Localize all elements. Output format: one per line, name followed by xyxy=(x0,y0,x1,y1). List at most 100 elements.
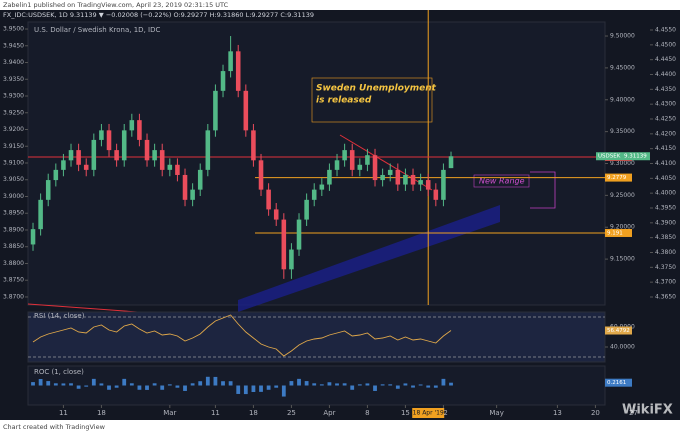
range-label: New Range xyxy=(479,177,525,186)
left-tick-label: 3.8950 xyxy=(3,210,24,217)
chart-title: U.S. Dollar / Swedish Krona, 1D, IDC xyxy=(34,26,160,34)
x-tick-label: Mar xyxy=(163,409,176,417)
candle-body xyxy=(45,180,51,200)
roc-bar xyxy=(342,383,347,386)
candle-body xyxy=(91,139,97,170)
x-tick-label: 8 xyxy=(365,409,369,417)
candle-body xyxy=(304,199,309,220)
roc-bar xyxy=(91,378,96,386)
far-tick-label: 4.4350 xyxy=(655,86,676,93)
candle-body xyxy=(129,120,135,131)
roc-bar xyxy=(190,383,195,386)
rsi-line xyxy=(32,314,452,357)
candle-body xyxy=(296,219,302,250)
y-tick-label: 9.50000 xyxy=(610,33,635,40)
candle-body xyxy=(53,169,59,181)
far-tick-label: 4.3650 xyxy=(655,293,676,300)
candle-body xyxy=(220,71,226,91)
price-tag xyxy=(605,228,632,237)
annotation-box xyxy=(311,77,433,123)
left-tick-label: 3.9300 xyxy=(3,93,24,100)
candle-body xyxy=(114,150,119,161)
roc-bar xyxy=(61,383,66,386)
y-tick-label: 9.30000 xyxy=(610,160,635,167)
price-tag-label: 9.191 xyxy=(607,230,623,236)
candle-body xyxy=(380,174,385,181)
candle-body xyxy=(327,169,332,185)
roc-bar xyxy=(350,385,355,390)
roc-bar xyxy=(137,385,142,390)
left-tick-label: 3.9500 xyxy=(3,26,24,33)
candle-body xyxy=(425,180,431,190)
left-tick-label: 3.9450 xyxy=(3,42,24,49)
far-tick-label: 4.4050 xyxy=(655,175,676,182)
roc-bar xyxy=(388,384,393,386)
range-bracket xyxy=(530,171,556,209)
roc-bar xyxy=(433,385,438,388)
candle-body xyxy=(387,169,393,175)
far-tick-label: 4.4150 xyxy=(655,145,676,152)
roc-bar xyxy=(198,381,203,386)
roc-bar xyxy=(243,385,248,395)
candle-body xyxy=(68,150,74,161)
far-tick-label: 4.4500 xyxy=(655,41,676,48)
trendline xyxy=(339,134,433,191)
roc-bar xyxy=(266,385,271,390)
roc-bar xyxy=(228,381,233,386)
roc-bar xyxy=(213,376,218,386)
candle-body xyxy=(395,169,401,185)
candle-body xyxy=(190,189,195,200)
roc-bar xyxy=(183,385,187,391)
candle-body xyxy=(372,155,378,181)
far-tick-label: 4.3750 xyxy=(655,264,676,271)
roc-bar xyxy=(335,383,339,386)
roc-bar xyxy=(357,384,362,386)
candle-body xyxy=(448,156,454,169)
candle-body xyxy=(266,189,271,210)
candle-body xyxy=(243,90,249,131)
roc-title: ROC (1, close) xyxy=(34,368,84,376)
roc-pane xyxy=(27,365,606,406)
range-box xyxy=(473,174,530,188)
last-price: 9.31139 xyxy=(624,154,647,160)
x-tick-label: 18 xyxy=(97,409,106,417)
far-tick-label: 4.3800 xyxy=(655,249,676,256)
candle-body xyxy=(410,174,416,185)
y-tick-label: 9.35000 xyxy=(610,128,635,135)
x-tick-label: 13 xyxy=(553,409,562,417)
roc-bar xyxy=(129,383,134,386)
roc-bar xyxy=(251,385,256,392)
far-tick-label: 4.4400 xyxy=(655,71,676,78)
roc-bar xyxy=(114,385,119,388)
candle-body xyxy=(228,51,233,72)
far-tick-label: 4.4550 xyxy=(655,27,676,34)
left-tick-label: 3.8700 xyxy=(3,293,24,300)
candle-body xyxy=(418,180,423,185)
left-tick-label: 3.8850 xyxy=(3,243,24,250)
candle-body xyxy=(152,150,157,161)
last-price-tag xyxy=(596,152,650,161)
far-tick-label: 4.4000 xyxy=(655,190,676,197)
symbol-line: FX_IDC:USDSEK, 1D 9.31139 ▼ −0.02008 (−0… xyxy=(3,11,314,19)
y-tick-label: 40.0000 xyxy=(610,344,635,351)
candle-body xyxy=(167,164,173,170)
roc-bar xyxy=(205,376,210,386)
y-tick-label: 9.15000 xyxy=(610,256,635,263)
candle-body xyxy=(61,160,66,170)
roc-bar xyxy=(373,385,377,391)
far-tick-label: 4.3950 xyxy=(655,204,676,211)
far-tick-label: 4.3900 xyxy=(655,219,676,226)
x-tick-label: 27 xyxy=(629,409,638,417)
far-tick-label: 4.4450 xyxy=(655,56,676,63)
main-pane xyxy=(27,21,606,306)
price-tag-label: 9.2779 xyxy=(607,175,627,181)
x-tick-label: 25 xyxy=(287,409,296,417)
left-tick-label: 3.9000 xyxy=(3,193,24,200)
date-tag-label: 18 Apr '19 xyxy=(413,410,444,417)
left-tick-label: 3.9350 xyxy=(3,76,24,83)
left-tick-label: 3.9100 xyxy=(3,159,24,166)
candle-body xyxy=(289,249,294,270)
value-tag xyxy=(605,326,632,335)
x-tick-label: 18 xyxy=(249,409,258,417)
